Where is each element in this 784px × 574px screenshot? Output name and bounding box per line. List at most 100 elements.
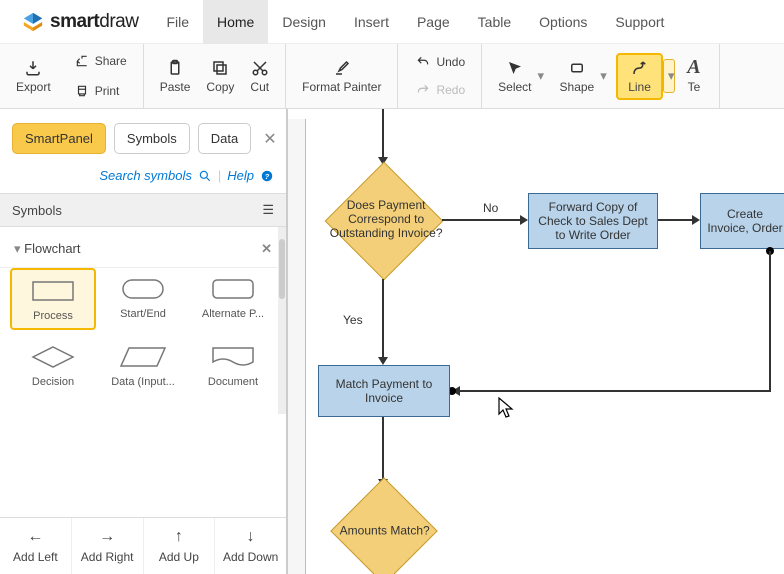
- shape-startend[interactable]: Start/End: [100, 268, 186, 330]
- box-forward-text: Forward Copy of Check to Sales Dept to W…: [535, 200, 651, 242]
- tab-symbols[interactable]: Symbols: [114, 123, 190, 154]
- shape-startend-label: Start/End: [120, 308, 166, 320]
- flowchart-accordion-header[interactable]: ▾ Flowchart ✕: [12, 237, 274, 267]
- svg-text:?: ?: [265, 171, 270, 180]
- line-dropdown-icon[interactable]: ▾: [663, 59, 675, 93]
- add-down-label: Add Down: [223, 550, 278, 564]
- tab-data[interactable]: Data: [198, 123, 251, 154]
- flowchart-box-forward[interactable]: Forward Copy of Check to Sales Dept to W…: [528, 193, 658, 249]
- ribbon-group-format: Format Painter: [286, 44, 398, 108]
- menu-home[interactable]: Home: [203, 0, 268, 44]
- shape-data[interactable]: Data (Input...: [100, 336, 186, 394]
- help-link[interactable]: Help: [227, 168, 254, 183]
- undo-label: Undo: [436, 55, 465, 69]
- menubar: smartdraw File Home Design Insert Page T…: [0, 0, 784, 44]
- menu-table[interactable]: Table: [464, 0, 525, 44]
- cut-icon: [251, 59, 269, 77]
- select-dropdown-icon[interactable]: ▾: [538, 68, 550, 84]
- paste-button[interactable]: Paste: [154, 55, 197, 98]
- add-up-label: Add Up: [159, 550, 199, 564]
- add-down-button[interactable]: ↓Add Down: [215, 518, 286, 574]
- menu-items: File Home Design Insert Page Table Optio…: [152, 0, 678, 44]
- ribbon: Export Share Print Paste Copy Cut: [0, 44, 784, 109]
- export-label: Export: [16, 80, 51, 94]
- connector: [382, 109, 384, 159]
- search-symbols-link[interactable]: Search symbols: [99, 168, 191, 183]
- share-label: Share: [95, 54, 127, 68]
- redo-button[interactable]: Redo: [408, 77, 471, 103]
- menu-file[interactable]: File: [152, 0, 203, 44]
- ribbon-group-file: Export Share Print: [0, 44, 144, 108]
- undo-button[interactable]: Undo: [408, 49, 471, 75]
- ribbon-group-tools: Select ▾ Shape ▾ Line ▾ A Te: [482, 44, 720, 108]
- select-button[interactable]: Select: [492, 55, 537, 98]
- decision1-text: Does Payment Correspond to Outstanding I…: [316, 198, 456, 240]
- shape-document-label: Document: [208, 376, 258, 388]
- shape-decision[interactable]: Decision: [10, 336, 96, 394]
- shape-alternate[interactable]: Alternate P...: [190, 268, 276, 330]
- line-label: Line: [628, 80, 651, 94]
- shape-process[interactable]: Process: [10, 268, 96, 330]
- alternate-icon: [209, 274, 257, 304]
- scrollbar[interactable]: [278, 227, 286, 414]
- shape-alternate-label: Alternate P...: [202, 308, 264, 320]
- cut-button[interactable]: Cut: [244, 55, 275, 98]
- label-yes: Yes: [343, 313, 363, 327]
- paste-label: Paste: [160, 80, 191, 94]
- shape-decision-label: Decision: [32, 376, 74, 388]
- menu-support[interactable]: Support: [601, 0, 678, 44]
- shape-button[interactable]: Shape: [554, 55, 601, 98]
- shape-process-label: Process: [33, 310, 73, 322]
- flowchart-box-create[interactable]: Create Invoice, Order: [700, 193, 784, 249]
- add-up-button[interactable]: ↑ Add Up: [144, 518, 216, 574]
- symbols-header-label: Symbols: [12, 203, 62, 218]
- menu-design[interactable]: Design: [268, 0, 340, 44]
- text-button[interactable]: A Te: [679, 55, 709, 98]
- add-buttons: ←Add Left →Add Right ↑ Add Up ↓Add Down: [0, 517, 286, 574]
- share-button[interactable]: Share: [67, 48, 133, 74]
- arrow-up-icon: ↑: [175, 528, 183, 546]
- add-left-button[interactable]: ←Add Left: [0, 518, 72, 574]
- export-button[interactable]: Export: [10, 55, 57, 98]
- close-group-icon[interactable]: ✕: [261, 241, 272, 257]
- line-icon: [631, 59, 649, 77]
- flowchart-box-match[interactable]: Match Payment to Invoice: [318, 365, 450, 417]
- search-icon: [198, 169, 212, 183]
- connector: [658, 219, 694, 221]
- format-painter-button[interactable]: Format Painter: [296, 55, 387, 98]
- logo: smartdraw: [0, 11, 152, 33]
- arrow-left-icon: ←: [27, 528, 43, 546]
- connector: [769, 251, 771, 391]
- menu-page[interactable]: Page: [403, 0, 464, 44]
- label-no: No: [483, 201, 498, 215]
- format-painter-label: Format Painter: [302, 80, 381, 94]
- process-icon: [29, 276, 77, 306]
- connector: [382, 417, 384, 483]
- flowchart-group-label: Flowchart: [24, 241, 80, 256]
- document-icon: [209, 342, 257, 372]
- flowchart-decision-payment[interactable]: Does Payment Correspond to Outstanding I…: [325, 162, 444, 281]
- export-icon: [24, 59, 42, 77]
- shape-icon: [568, 59, 586, 77]
- tab-smartpanel[interactable]: SmartPanel: [12, 123, 106, 154]
- add-right-button[interactable]: →Add Right: [72, 518, 144, 574]
- line-button[interactable]: Line: [616, 53, 663, 100]
- arrowhead-right-icon: [520, 215, 528, 225]
- startend-icon: [119, 274, 167, 304]
- shape-document[interactable]: Document: [190, 336, 276, 394]
- print-button[interactable]: Print: [67, 78, 133, 104]
- menu-icon[interactable]: ☰: [262, 202, 274, 218]
- panel-close-icon[interactable]: ✕: [263, 129, 276, 149]
- shape-dropdown-icon[interactable]: ▾: [600, 68, 612, 84]
- print-icon: [73, 82, 91, 100]
- decision-icon: [29, 342, 77, 372]
- shape-data-label: Data (Input...: [111, 376, 175, 388]
- menu-options[interactable]: Options: [525, 0, 601, 44]
- menu-insert[interactable]: Insert: [340, 0, 403, 44]
- canvas[interactable]: Does Payment Correspond to Outstanding I…: [288, 109, 784, 574]
- flowchart-decision-amounts[interactable]: Amounts Match?: [330, 477, 437, 574]
- decision2-text: Amounts Match?: [315, 523, 455, 537]
- connector: [442, 219, 522, 221]
- select-icon: [506, 59, 524, 77]
- copy-button[interactable]: Copy: [200, 55, 240, 98]
